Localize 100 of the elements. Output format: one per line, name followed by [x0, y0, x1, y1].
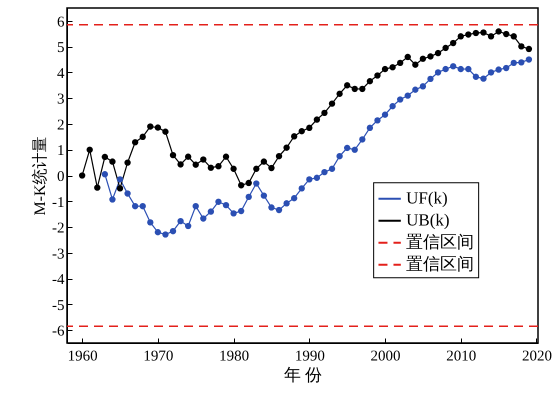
point: [404, 54, 411, 60]
x-tick-label: 2020: [522, 348, 552, 364]
point: [260, 158, 268, 165]
y-tick-label: 3: [57, 92, 64, 108]
point: [147, 219, 154, 226]
point: [140, 134, 146, 140]
point: [442, 66, 449, 72]
point: [427, 53, 434, 60]
point: [109, 196, 116, 203]
point: [404, 92, 411, 99]
point: [208, 208, 214, 215]
y-axis-title: M-K统计量: [31, 136, 50, 216]
point: [336, 153, 343, 160]
y-tick-label: 2: [57, 117, 64, 134]
point: [480, 75, 487, 82]
y-tick-label: -4: [52, 272, 65, 288]
y-tick-label: -5: [52, 298, 64, 314]
point: [382, 112, 388, 118]
point: [321, 168, 328, 176]
y-tick-label: 4: [57, 66, 65, 82]
y-tick-label: 6: [57, 14, 65, 30]
point: [222, 154, 230, 160]
point: [215, 198, 222, 205]
point: [200, 156, 206, 163]
point: [526, 56, 532, 63]
point: [465, 66, 472, 72]
point: [268, 164, 275, 172]
y-tick-label: 0: [57, 169, 64, 185]
point: [253, 180, 260, 187]
point: [291, 133, 298, 140]
point: [503, 30, 510, 38]
point: [352, 146, 358, 153]
point: [246, 180, 252, 186]
point: [420, 56, 426, 62]
x-tick-label: 1990: [294, 348, 325, 364]
point: [230, 210, 237, 217]
point: [200, 215, 206, 222]
point: [328, 166, 336, 172]
point: [352, 86, 358, 92]
y-tick-label: 1: [57, 143, 64, 160]
point: [344, 144, 350, 152]
point: [268, 204, 275, 211]
point: [102, 171, 108, 178]
point: [116, 176, 124, 183]
point: [116, 185, 124, 192]
point: [184, 222, 192, 230]
point: [238, 182, 244, 188]
point: [412, 86, 418, 93]
point: [283, 144, 290, 151]
point: [412, 62, 418, 68]
point: [458, 33, 464, 40]
point: [253, 166, 260, 172]
y-tick-label: -3: [52, 246, 64, 262]
point: [389, 103, 396, 110]
x-tick-label: 2010: [446, 348, 476, 364]
point: [510, 60, 517, 66]
point: [336, 90, 343, 97]
point: [488, 69, 494, 76]
point: [298, 185, 305, 192]
point: [124, 159, 131, 166]
point: [162, 231, 169, 238]
x-tick-label: 1980: [219, 348, 250, 364]
point: [132, 203, 138, 210]
point: [427, 76, 434, 82]
point: [374, 117, 381, 124]
point: [450, 40, 456, 46]
point: [465, 31, 472, 38]
point: [526, 46, 532, 52]
point: [132, 139, 138, 146]
point: [344, 82, 350, 88]
point: [374, 72, 381, 79]
point: [147, 123, 154, 130]
y-tick-label: 5: [57, 40, 64, 56]
y-tick-label: -6: [52, 324, 65, 340]
point: [283, 200, 290, 206]
point: [359, 86, 366, 92]
point: [442, 44, 449, 52]
point: [366, 78, 374, 84]
point: [472, 74, 480, 80]
point: [192, 162, 199, 168]
point: [154, 124, 162, 131]
x-tick-label: 1970: [143, 348, 174, 364]
point: [154, 229, 162, 236]
point: [306, 124, 312, 131]
legend-label: 置信区间: [406, 232, 474, 252]
point: [124, 190, 131, 197]
point: [208, 164, 214, 171]
x-axis-title: 年 份: [284, 366, 322, 384]
point: [140, 203, 146, 210]
point: [238, 208, 244, 214]
point: [276, 206, 282, 214]
point: [434, 50, 442, 56]
point: [94, 184, 100, 191]
point: [246, 194, 252, 200]
point: [434, 69, 442, 76]
point: [170, 228, 176, 234]
point: [102, 154, 108, 160]
point: [458, 66, 464, 72]
x-tick-label: 2000: [370, 348, 401, 364]
point: [518, 43, 525, 50]
